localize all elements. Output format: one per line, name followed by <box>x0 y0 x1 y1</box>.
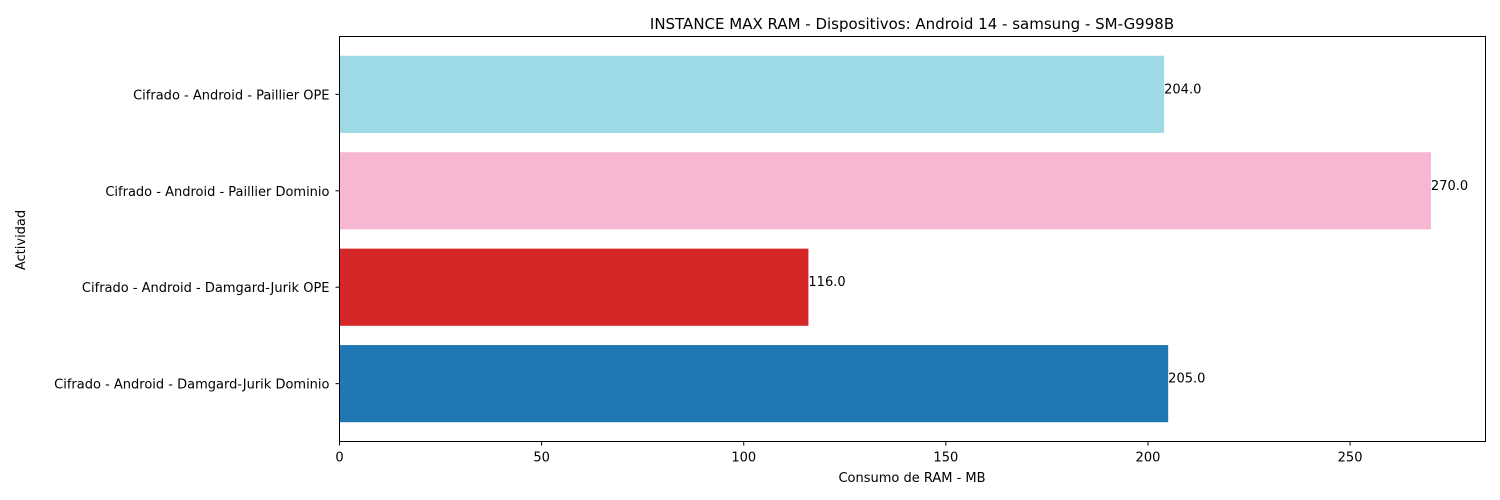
y-axis-label: Actividad <box>14 210 29 270</box>
x-tick-label: 200 <box>1136 451 1161 466</box>
y-tick-labels: Cifrado - Android - Damgard-Jurik Domini… <box>54 88 340 393</box>
y-tick-label: Cifrado - Android - Paillier OPE <box>133 88 329 103</box>
x-ticks: 0 50 100 150 200 250 <box>335 441 1363 466</box>
bar-2 <box>339 152 1431 230</box>
x-tick-label: 100 <box>731 451 756 466</box>
y-tick-label: Cifrado - Android - Damgard-Jurik OPE <box>82 281 330 296</box>
x-axis-label: Consumo de RAM - MB <box>838 471 985 486</box>
bar-3 <box>339 55 1165 133</box>
y-tick-label: Cifrado - Android - Paillier Dominio <box>105 185 329 200</box>
value-label: 116.0 <box>808 275 845 290</box>
bar-0 <box>339 345 1169 423</box>
y-tick-label: Cifrado - Android - Damgard-Jurik Domini… <box>54 378 329 393</box>
value-labels: 205.0 116.0 270.0 204.0 <box>808 82 1468 386</box>
chart-title: INSTANCE MAX RAM - Dispositivos: Android… <box>650 15 1174 33</box>
value-label: 205.0 <box>1168 372 1205 387</box>
plot-frame <box>339 36 1486 442</box>
value-label: 270.0 <box>1431 179 1468 194</box>
x-tick-label: 0 <box>335 451 343 466</box>
x-tick-label: 50 <box>533 451 550 466</box>
value-label: 204.0 <box>1164 82 1201 97</box>
bars-group <box>339 55 1431 423</box>
bar-1 <box>339 248 809 326</box>
x-tick-label: 150 <box>933 451 958 466</box>
x-tick-label: 250 <box>1338 451 1363 466</box>
